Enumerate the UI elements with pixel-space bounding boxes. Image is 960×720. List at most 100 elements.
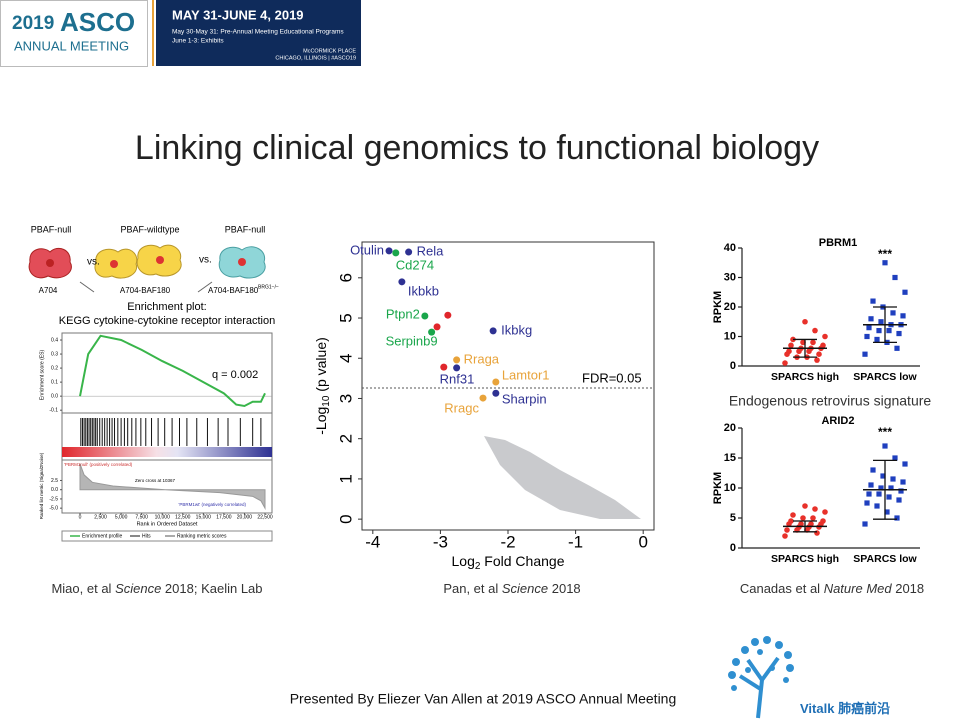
chart-title: PBRM1 [819, 237, 858, 249]
label-part: Log [452, 553, 475, 569]
x-tick-label: SPARCS high [771, 553, 839, 565]
dot [798, 521, 804, 527]
nucleus [156, 256, 164, 264]
cell-label: PBAF-null [31, 224, 72, 234]
caption: Pan, et al Science 2018 [443, 581, 580, 596]
arrow [79, 281, 213, 293]
zero-cross: Zero cross at 10367 [135, 478, 176, 483]
cell-line: A704-BAF180 [120, 286, 171, 295]
dot [810, 515, 816, 521]
point [421, 312, 429, 320]
dot [788, 342, 794, 349]
point [433, 323, 441, 331]
dot [822, 509, 828, 515]
background-genes [484, 436, 641, 519]
cell-label: PBAF-wildtype [120, 224, 179, 234]
y-tick-label: 0 [730, 360, 736, 372]
error-bar [793, 520, 817, 533]
chart-title: Enrichment plot: [127, 301, 206, 313]
point [428, 328, 436, 336]
dot [896, 497, 902, 503]
point [444, 311, 452, 319]
cell-line: A704 [39, 286, 58, 295]
x-tick-label: -1 [568, 532, 583, 551]
y-tick-label: -5.0 [49, 505, 58, 511]
dot [888, 485, 894, 491]
cell-label: PBAF-null [225, 224, 266, 234]
dot [864, 500, 870, 506]
dot [782, 533, 788, 539]
y-tick-label: 6 [336, 273, 355, 282]
point-label: Rraga [464, 351, 500, 366]
y-tick-label: 0.1 [51, 379, 58, 385]
nucleus [238, 258, 246, 266]
y-tick-label: 2 [336, 434, 355, 443]
point-label: Rragc [444, 401, 479, 416]
vs-label: vs. [199, 255, 212, 266]
banner-city: CHICAGO, ILLINOIS | #ASCO19 [275, 55, 356, 61]
dot [880, 473, 886, 479]
y-tick-label: 0 [336, 514, 355, 523]
signature-label: Endogenous retrovirus signature [729, 393, 932, 409]
y-tick-label: 10 [724, 482, 736, 494]
label-part: (p value) [313, 337, 329, 395]
negative-label: 'PBRM1wt' (negatively correlated) [179, 502, 247, 507]
dot [812, 506, 818, 512]
point [385, 247, 393, 255]
point-label: Sharpin [502, 392, 547, 407]
enrichment-line [79, 334, 266, 408]
dot [820, 342, 826, 349]
x-tick-label: SPARCS low [853, 553, 917, 565]
x-tick-label: 5,000 [115, 514, 128, 520]
y-tick-label: 0.2 [51, 365, 58, 371]
y-tick-label: -0.1 [49, 408, 58, 414]
y-tick-label: 2.5 [51, 478, 58, 484]
x-tick-label: 17,500 [216, 514, 232, 520]
point [405, 248, 413, 256]
dot [814, 357, 820, 363]
dot [814, 530, 820, 536]
dot [870, 298, 876, 304]
y-tick-label: 0.0 [51, 487, 58, 493]
x-tick-label: 2,500 [94, 514, 107, 520]
chart-subtitle: KEGG cytokine-cytokine receptor interact… [59, 315, 275, 327]
logo-org: ASCO [60, 7, 135, 37]
x-tick-label: -2 [500, 532, 515, 551]
dot [786, 348, 792, 355]
y-tick-label: 5 [336, 313, 355, 322]
annotation: q = 0.002 [212, 369, 258, 381]
cell-line: A704-BAF180 [208, 286, 259, 295]
annotation: *** [878, 247, 892, 261]
dot [874, 503, 880, 509]
cell-superscript: BRG1−/− [258, 284, 279, 290]
label-part: -Log [313, 407, 329, 435]
x-tick-label: 15,000 [196, 514, 212, 520]
banner-dates: MAY 31-JUNE 4, 2019 [172, 7, 304, 22]
y-tick-label: 30 [724, 271, 736, 283]
x-tick-label: SPARCS low [853, 371, 917, 383]
point [392, 249, 400, 257]
dot [878, 485, 884, 491]
x-tick-label: 0 [638, 532, 647, 551]
x-tick-label: 12,500 [175, 514, 191, 520]
y-axis-label: RPKM [712, 291, 724, 323]
logo-brand: Vitalk 肺癌前沿 [800, 701, 890, 716]
dot [894, 515, 900, 521]
dot [890, 310, 896, 316]
dot [864, 333, 870, 340]
y-tick-label: 0.3 [51, 351, 58, 357]
caption: Miao, et al Science 2018; Kaelin Lab [51, 581, 262, 596]
dot [790, 512, 796, 518]
caption: Canadas et al Nature Med 2018 [740, 581, 924, 596]
x-axis-label: Log2 Fold Change [452, 553, 565, 572]
dot [886, 494, 892, 500]
metric-area [79, 463, 266, 511]
dot [802, 318, 808, 325]
error-bar [793, 338, 817, 358]
y-tick-label: 0.4 [51, 337, 58, 343]
dot [884, 509, 890, 515]
dot [810, 339, 816, 346]
dot [866, 491, 872, 497]
dot [868, 316, 874, 322]
y-axis-label: Ranked list metric (Signal2Noise) [39, 452, 44, 519]
